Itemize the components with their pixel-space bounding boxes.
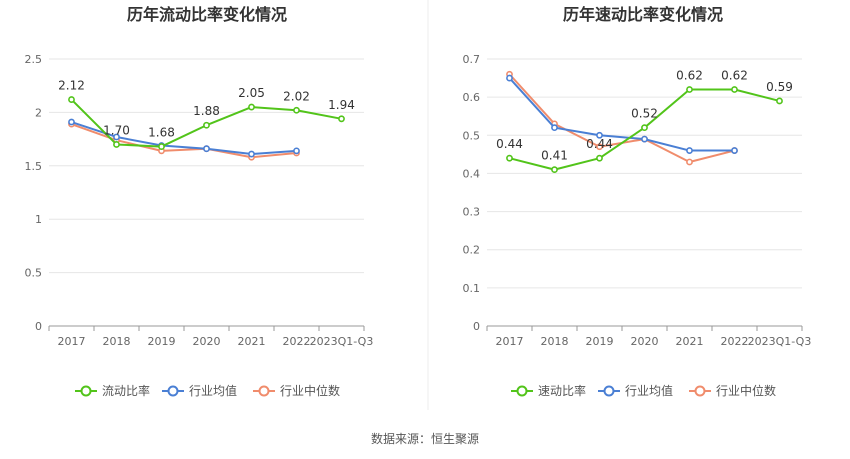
data-point — [68, 96, 75, 103]
data-label: 0.62 — [676, 69, 703, 83]
data-label: 1.68 — [148, 126, 175, 140]
y-tick-label: 0 — [473, 320, 480, 333]
data-source-note: 数据来源：恒生聚源 — [370, 432, 479, 446]
data-label: 0.44 — [496, 137, 523, 151]
chart-title: 历年速动比率变化情况 — [563, 5, 723, 24]
data-point — [68, 118, 75, 126]
data-point — [338, 115, 345, 123]
data-point — [551, 124, 558, 132]
x-tick-label: 2017 — [58, 335, 86, 348]
data-point — [113, 141, 120, 148]
data-point — [731, 86, 738, 93]
x-tick-label: 2022 — [721, 335, 749, 348]
y-tick-label: 0.7 — [463, 53, 481, 66]
data-label: 0.59 — [766, 80, 793, 94]
x-tick-label: 2022 — [283, 335, 311, 348]
y-tick-label: 0 — [35, 320, 42, 333]
chart-panel-2: 历年速动比率变化情况 0 0.1 0.2 0.3 0.4 0.5 0.6 0.7 2017 2018… — [463, 5, 812, 398]
data-point — [596, 131, 603, 139]
chart-title: 历年流动比率变化情况 — [127, 5, 287, 24]
x-tick-label: 2017 — [496, 335, 524, 348]
legend-label: 行业均值 — [625, 383, 673, 398]
data-point — [248, 103, 255, 111]
data-point — [248, 150, 255, 158]
data-label: 0.41 — [541, 149, 568, 163]
data-label: 2.05 — [238, 86, 265, 100]
data-point — [596, 154, 603, 162]
legend-label: 行业中位数 — [280, 383, 340, 398]
legend-marker — [80, 385, 92, 397]
data-label: 2.02 — [283, 89, 310, 103]
series-line-2 — [71, 121, 297, 156]
data-point — [203, 145, 210, 153]
x-tick-label: 2021 — [676, 335, 704, 348]
data-label: 1.94 — [328, 98, 355, 112]
data-point — [641, 124, 648, 132]
data-label: 0.44 — [586, 137, 613, 151]
series-line-2 — [508, 77, 735, 152]
legend-item-2: 行业均值 — [598, 383, 673, 398]
x-tick-label: 2020 — [193, 335, 221, 348]
x-tick-label: 2018 — [541, 335, 569, 348]
x-tick-label: 2020 — [631, 335, 659, 348]
chart-panel-1: 历年流动比率变化情况 0 0.5 1 1.5 2 2.5 2017 2018 2019 2020 20… — [25, 5, 374, 398]
data-point — [641, 135, 648, 143]
data-point — [686, 158, 693, 166]
data-point — [506, 154, 513, 162]
legend-marker — [603, 385, 615, 397]
legend-item-1: 速动比率 — [511, 383, 586, 398]
y-tick-label: 0.5 — [463, 129, 481, 142]
legend-marker — [258, 385, 270, 397]
legend-item-3: 行业中位数 — [253, 383, 340, 398]
y-tick-label: 0.2 — [463, 244, 481, 257]
data-point — [203, 121, 210, 129]
y-tick-label: 0.4 — [463, 167, 481, 180]
data-point — [293, 106, 300, 114]
data-point — [686, 147, 693, 154]
legend-marker — [167, 385, 179, 397]
data-point — [686, 86, 693, 93]
data-label: 1.88 — [193, 104, 220, 118]
y-tick-label: 2.5 — [25, 53, 43, 66]
x-tick-label: 2019 — [586, 335, 614, 348]
y-tick-label: 1.5 — [25, 160, 43, 173]
data-point — [506, 74, 513, 82]
data-label: 0.52 — [631, 107, 658, 121]
legend-label: 行业均值 — [189, 383, 237, 398]
y-tick-label: 1 — [35, 213, 42, 226]
legend-item-1: 流动比率 — [75, 383, 150, 398]
legend-label: 流动比率 — [102, 383, 150, 398]
legend-marker — [694, 385, 706, 397]
x-tick-label: 2019 — [148, 335, 176, 348]
legend-label: 速动比率 — [538, 383, 586, 398]
y-tick-label: 0.3 — [463, 206, 481, 219]
charts-canvas: 历年流动比率变化情况 0 0.5 1 1.5 2 2.5 2017 2018 2019 2020 20… — [25, 0, 812, 410]
x-tick-label: 2018 — [103, 335, 131, 348]
data-point — [596, 143, 603, 151]
data-point — [776, 97, 783, 105]
legend-item-2: 行业均值 — [162, 383, 237, 398]
data-label: 1.70 — [103, 123, 130, 137]
legend-label: 行业中位数 — [716, 383, 776, 398]
data-point — [731, 147, 738, 154]
x-tick-label: 2023Q1-Q3 — [310, 335, 374, 348]
y-tick-label: 0.6 — [463, 91, 481, 104]
data-point — [158, 143, 165, 150]
data-point — [113, 133, 120, 141]
data-label: 2.12 — [58, 79, 85, 93]
y-tick-label: 0.1 — [463, 282, 481, 295]
x-tick-label: 2023Q1-Q3 — [748, 335, 812, 348]
y-tick-label: 2 — [35, 106, 42, 119]
y-tick-label: 0.5 — [25, 267, 43, 280]
x-tick-label: 2021 — [238, 335, 266, 348]
data-point — [551, 166, 558, 174]
legend-marker — [516, 385, 528, 397]
data-label: 0.62 — [721, 69, 748, 83]
data-point — [293, 147, 300, 155]
legend-item-3: 行业中位数 — [689, 383, 776, 398]
